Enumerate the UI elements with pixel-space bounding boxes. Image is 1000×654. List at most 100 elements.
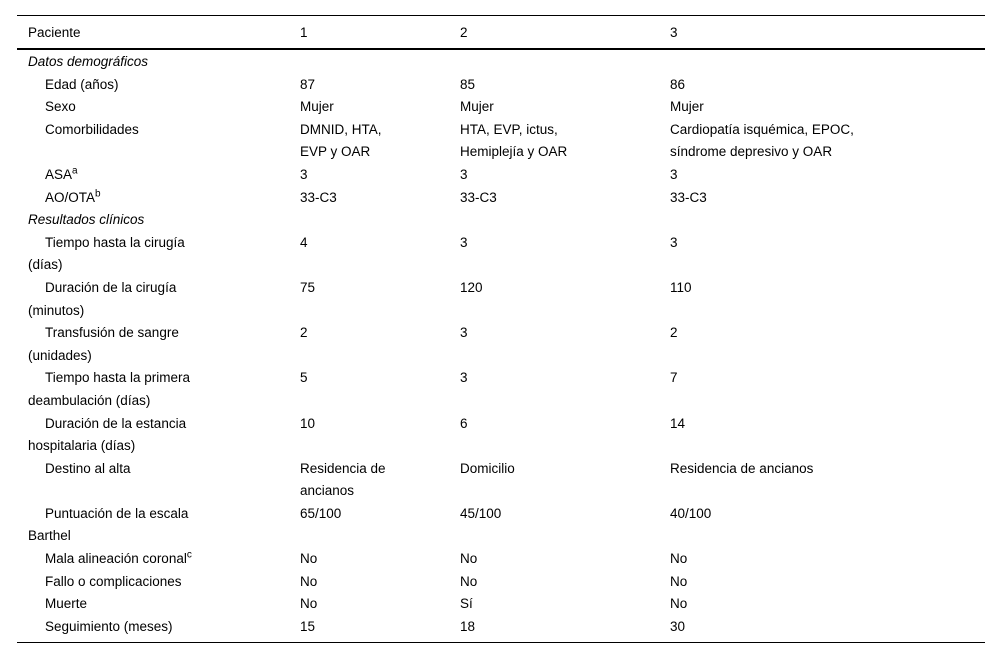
footnote-marker: a [72, 165, 78, 177]
row-label: Duración de la estancia hospitalaria (dí… [17, 413, 300, 458]
section-title: Resultados clínicos [28, 212, 145, 228]
cell-patient-3: 3 [670, 166, 678, 182]
footnote-marker: c [186, 549, 192, 561]
table-row: ASAa 3 3 3 [17, 164, 985, 187]
row-label-text: Destino al alta [45, 460, 131, 476]
cell-patient-1: DMNID, HTA, EVP y OAR [300, 121, 382, 160]
row-label-text: Sexo [45, 99, 76, 115]
cell-patient-1: 5 [300, 370, 308, 386]
table-row: Tiempo hasta la primera deambulación (dí… [17, 367, 985, 412]
cell-patient-1: No [300, 573, 318, 589]
header-patient-2: 2 [460, 15, 670, 50]
cell-patient-3: 14 [670, 415, 686, 431]
row-label-text: Seguimiento (meses) [45, 618, 173, 634]
cell-patient-1: Residencia de ancianos [300, 460, 386, 499]
cell-patient-2: 120 [460, 279, 483, 295]
table-row: Fallo o complicaciones No No No [17, 571, 985, 594]
cell-patient-1: 87 [300, 76, 316, 92]
row-label-text: Comorbilidades [45, 121, 139, 137]
row-label: Comorbilidades [17, 119, 300, 164]
cell-patient-3: 3 [670, 234, 678, 250]
cell-patient-2: 18 [460, 618, 476, 634]
row-label: Mala alineación coronalc [17, 548, 300, 571]
row-label: Muerte [17, 593, 300, 616]
row-label: ASAa [17, 164, 300, 187]
cell-patient-2: 3 [460, 325, 468, 341]
cell-patient-1: No [300, 551, 318, 567]
cell-patient-2: No [460, 551, 478, 567]
table-row: Tiempo hasta la cirugía (días) 4 3 3 [17, 232, 985, 277]
cell-patient-1: No [300, 596, 318, 612]
row-label-text: Mala alineación coronal [45, 551, 187, 567]
row-label-text: Transfusión de sangre (unidades) [28, 325, 179, 363]
cell-patient-2: 85 [460, 76, 476, 92]
table-row: Sexo Mujer Mujer Mujer [17, 96, 985, 119]
cell-patient-3: No [670, 573, 688, 589]
cell-patient-3: Mujer [670, 99, 704, 115]
cell-patient-2: 45/100 [460, 505, 502, 521]
cell-patient-2: Sí [460, 596, 473, 612]
table-row: Duración de la estancia hospitalaria (dí… [17, 413, 985, 458]
table-row: Muerte No Sí No [17, 593, 985, 616]
cell-patient-1: 15 [300, 618, 316, 634]
table-row: Comorbilidades DMNID, HTA, EVP y OAR HTA… [17, 119, 985, 164]
row-label: Tiempo hasta la cirugía (días) [17, 232, 300, 277]
section-row: Datos demográficos [17, 49, 985, 74]
section-title: Datos demográficos [28, 54, 149, 69]
cell-patient-3: Residencia de ancianos [670, 460, 814, 476]
row-label: Puntuación de la escala Barthel [17, 503, 300, 548]
cell-patient-3: 86 [670, 76, 686, 92]
header-row: Paciente 1 2 3 [17, 15, 985, 50]
cell-patient-2: Mujer [460, 99, 494, 115]
cell-patient-1: Mujer [300, 99, 334, 115]
cell-patient-1: 10 [300, 415, 316, 431]
row-label: Seguimiento (meses) [17, 616, 300, 643]
row-label: Duración de la cirugía (minutos) [17, 277, 300, 322]
cell-patient-1: 65/100 [300, 505, 342, 521]
row-label-text: Fallo o complicaciones [45, 573, 182, 589]
row-label-text: Duración de la cirugía (minutos) [28, 279, 177, 318]
cell-patient-2: 3 [460, 166, 468, 182]
table-row: Duración de la cirugía (minutos) 75 120 … [17, 277, 985, 322]
row-label-text: ASA [45, 166, 73, 182]
row-label-text: Edad (años) [45, 76, 119, 92]
row-label-text: Tiempo hasta la primera deambulación (dí… [28, 370, 191, 408]
row-label-text: AO/OTA [45, 189, 96, 205]
row-label: Transfusión de sangre (unidades) [17, 322, 300, 367]
header-paciente: Paciente [17, 15, 300, 50]
cell-patient-1: 33-C3 [300, 189, 337, 205]
cell-patient-3: No [670, 596, 688, 612]
cell-patient-3: Cardiopatía isquémica, EPOC, síndrome de… [670, 121, 854, 160]
table-row: Mala alineación coronalc No No No [17, 548, 985, 571]
table-row: Transfusión de sangre (unidades) 2 3 2 [17, 322, 985, 367]
cell-patient-2: 33-C3 [460, 189, 497, 205]
footnote-marker: b [95, 188, 101, 200]
cell-patient-3: 40/100 [670, 505, 712, 521]
cell-patient-3: 33-C3 [670, 189, 707, 205]
cell-patient-2: 6 [460, 415, 468, 431]
row-label: Sexo [17, 96, 300, 119]
cell-patient-1: 2 [300, 325, 308, 341]
table-row: Puntuación de la escala Barthel 65/100 4… [17, 503, 985, 548]
cell-patient-1: 3 [300, 166, 308, 182]
cell-patient-2: No [460, 573, 478, 589]
row-label: Fallo o complicaciones [17, 571, 300, 594]
cell-patient-3: 7 [670, 370, 678, 386]
table-row: Edad (años) 87 85 86 [17, 74, 985, 97]
header-patient-3: 3 [670, 15, 985, 50]
row-label-text: Muerte [45, 596, 88, 612]
table-row: Destino al alta Residencia de ancianos D… [17, 458, 985, 503]
cell-patient-1: 4 [300, 234, 308, 250]
cell-patient-2: 3 [460, 234, 468, 250]
header-patient-1: 1 [300, 15, 460, 50]
table-row: Seguimiento (meses) 15 18 30 [17, 616, 985, 643]
row-label: Edad (años) [17, 74, 300, 97]
cell-patient-3: No [670, 551, 688, 567]
table-row: AO/OTAb 33-C3 33-C3 33-C3 [17, 187, 985, 210]
patient-table-container: Paciente 1 2 3 Datos demográficos Edad (… [17, 15, 985, 644]
row-label: Destino al alta [17, 458, 300, 503]
cell-patient-3: 2 [670, 325, 678, 341]
cell-patient-1: 75 [300, 279, 316, 295]
cell-patient-2: HTA, EVP, ictus, Hemiplejía y OAR [460, 121, 568, 160]
section-row: Resultados clínicos [17, 209, 985, 232]
